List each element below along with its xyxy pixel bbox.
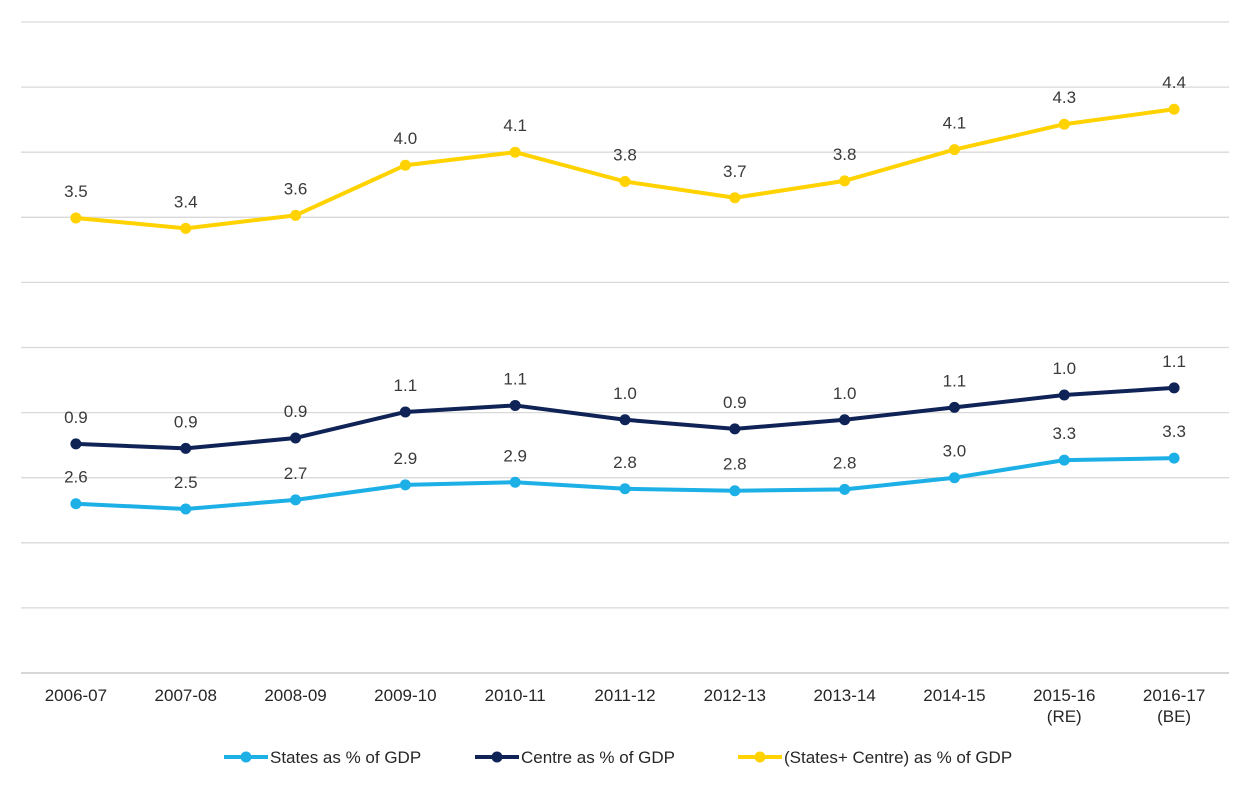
data-label: 2.8 xyxy=(723,455,747,474)
data-label: 3.3 xyxy=(1052,424,1076,443)
data-point xyxy=(509,399,521,411)
data-label: 3.0 xyxy=(943,442,967,461)
data-label: 0.9 xyxy=(723,393,747,412)
data-point xyxy=(619,483,631,495)
data-point xyxy=(729,192,741,204)
data-point xyxy=(290,432,302,444)
legend-label: Centre as % of GDP xyxy=(521,748,675,767)
legend-label: States as % of GDP xyxy=(270,748,421,767)
data-point xyxy=(399,159,411,171)
data-point xyxy=(1168,382,1180,394)
data-point xyxy=(70,438,82,450)
legend: States as % of GDP Centre as % of GDP (Sta… xyxy=(224,748,1012,767)
data-label: 1.1 xyxy=(1162,352,1186,371)
data-label: 3.7 xyxy=(723,162,747,181)
data-label: 4.1 xyxy=(503,116,527,135)
data-label: 3.3 xyxy=(1162,422,1186,441)
x-tick-label: 2015-16 (RE) xyxy=(1033,686,1095,726)
data-label: 3.6 xyxy=(284,179,308,198)
data-label: 0.9 xyxy=(174,412,198,431)
data-point xyxy=(290,494,302,506)
x-tick-label: 2008-09 xyxy=(264,686,326,705)
x-axis: 2006-07 2007-08 2008-09 2009-10 2010-11 2011-… xyxy=(21,672,1229,726)
x-tick-label: 2014-15 xyxy=(923,686,985,705)
data-label: 2.5 xyxy=(174,473,198,492)
data-point xyxy=(399,406,411,418)
data-label: 2.9 xyxy=(503,446,527,465)
data-label: 4.4 xyxy=(1162,73,1186,92)
data-point xyxy=(290,209,302,221)
data-label: 1.0 xyxy=(1052,359,1076,378)
data-point xyxy=(1058,454,1070,466)
data-point xyxy=(839,483,851,495)
data-label: 1.1 xyxy=(503,369,527,388)
series-2: 3.5 3.4 3.6 4.0 4.1 3.8 3.7 3.8 4.1 4.3 4.4 xyxy=(64,73,1186,234)
series-line xyxy=(73,107,1177,231)
x-tick-label: 2009-10 xyxy=(374,686,436,705)
data-label: 1.0 xyxy=(833,384,857,403)
data-point xyxy=(180,503,192,515)
data-point xyxy=(619,414,631,426)
data-point xyxy=(1168,103,1180,115)
data-point xyxy=(729,485,741,497)
legend-label: (States+ Centre) as % of GDP xyxy=(784,748,1012,767)
data-label: 1.0 xyxy=(613,384,637,403)
x-tick-label: 2013-14 xyxy=(813,686,875,705)
data-label: 0.9 xyxy=(284,402,308,421)
data-label: 4.3 xyxy=(1052,88,1076,107)
data-label: 3.8 xyxy=(833,145,857,164)
data-point xyxy=(948,401,960,413)
data-label: 1.1 xyxy=(943,371,967,390)
series-layer: 2.6 2.5 2.72.9 2.9 2.8 2.8 2.83.03.3 3.30.9 0.90… xyxy=(64,73,1186,515)
data-point xyxy=(180,442,192,454)
legend-swatch-marker xyxy=(491,751,503,763)
x-tick-label: 2006-07 xyxy=(45,686,107,705)
x-tick-label: 2007-08 xyxy=(155,686,217,705)
data-label: 4.1 xyxy=(943,114,967,133)
data-label: 4.0 xyxy=(394,129,418,148)
data-label: 0.9 xyxy=(64,408,88,427)
data-label: 3.5 xyxy=(64,182,88,201)
data-label: 1.1 xyxy=(394,376,418,395)
data-point xyxy=(948,144,960,156)
series-0: 2.6 2.5 2.7 2.9 2.9 2.8 2.8 2.8 3.0 3.3 3.3 xyxy=(64,422,1186,515)
data-point xyxy=(729,423,741,435)
data-point xyxy=(70,498,82,510)
data-label: 2.7 xyxy=(284,464,308,483)
grid-lines xyxy=(21,21,1229,609)
data-point xyxy=(509,476,521,488)
x-tick-label: 2011-12 xyxy=(594,686,655,705)
data-point xyxy=(839,175,851,187)
data-label: 2.8 xyxy=(613,453,637,472)
data-point xyxy=(619,175,631,187)
legend-item: (States+ Centre) as % of GDP xyxy=(738,748,1012,767)
legend-swatch-marker xyxy=(240,751,252,763)
data-point xyxy=(1058,118,1070,130)
data-point xyxy=(180,222,192,234)
data-label: 2.8 xyxy=(833,453,857,472)
series-1: 0.9 0.9 0.9 1.1 1.1 1.0 0.9 1.0 1.1 1.0 1.1 xyxy=(64,352,1186,454)
data-label: 2.6 xyxy=(64,468,88,487)
data-label: 2.9 xyxy=(394,449,418,468)
x-tick-label: 2016-17 (BE) xyxy=(1143,686,1205,726)
data-point xyxy=(839,414,851,426)
data-point xyxy=(70,212,82,224)
data-point xyxy=(948,472,960,484)
data-label: 3.4 xyxy=(174,192,198,211)
legend-swatch-marker xyxy=(754,751,766,763)
data-point xyxy=(1168,452,1180,464)
data-point xyxy=(399,479,411,491)
data-label: 3.8 xyxy=(613,145,637,164)
x-tick-label: 2010-11 xyxy=(485,686,546,705)
data-point xyxy=(509,146,521,158)
data-point xyxy=(1058,389,1070,401)
x-tick-label: 2012-13 xyxy=(704,686,766,705)
legend-item: Centre as % of GDP xyxy=(475,748,675,767)
legend-item: States as % of GDP xyxy=(224,748,421,767)
